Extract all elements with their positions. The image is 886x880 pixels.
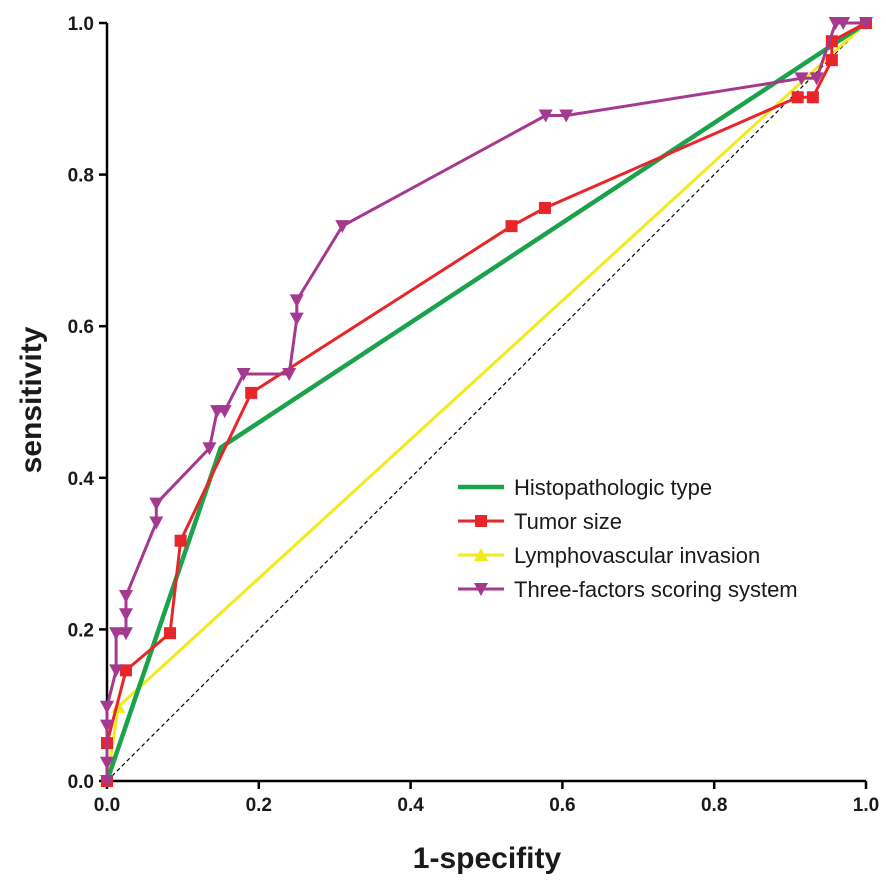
data-point-marker — [791, 91, 804, 104]
data-point-marker — [282, 367, 297, 381]
data-point-marker — [559, 109, 574, 123]
series-histopathologic-type — [104, 21, 868, 782]
y-axis-ticks: 0.0 0.2 0.4 0.6 0.8 1.0 — [68, 14, 107, 793]
x-tick-label: 0.8 — [701, 795, 727, 816]
legend-item: Histopathologic type — [458, 475, 712, 500]
legend-label: Histopathologic type — [514, 475, 712, 500]
axes: 0.0 0.2 0.4 0.6 0.8 1.0 0.0 0.2 0.4 0.6 0.8 1.0 — [68, 14, 880, 816]
y-tick-label: 1.0 — [68, 14, 94, 35]
x-axis-title: 1-specifity — [413, 842, 562, 875]
data-point-marker — [538, 201, 551, 214]
data-point-marker — [538, 109, 553, 123]
series-layer — [100, 16, 873, 788]
data-point-marker — [825, 54, 838, 67]
y-axis-title: sensitivity — [15, 326, 48, 473]
legend-swatch-marker — [475, 515, 487, 527]
data-point-marker — [174, 534, 187, 547]
data-point-marker — [859, 17, 873, 30]
data-point-marker — [505, 220, 518, 233]
data-point-marker — [109, 627, 124, 641]
data-point-marker — [245, 386, 258, 399]
x-axis-ticks: 0.0 0.2 0.4 0.6 0.8 1.0 — [94, 781, 879, 816]
data-point-marker — [289, 312, 304, 326]
x-tick-label: 0.2 — [246, 795, 272, 816]
data-point-marker — [118, 590, 133, 604]
data-point-marker — [794, 72, 809, 86]
data-point-marker — [118, 627, 133, 641]
legend-label: Lymphovascular invasion — [514, 543, 760, 568]
y-tick-label: 0.6 — [68, 317, 94, 338]
legend-label: Tumor size — [514, 509, 622, 534]
legend-swatch-marker — [474, 583, 488, 596]
series-line — [104, 21, 868, 782]
legend-item: Tumor size — [458, 509, 622, 534]
y-tick-label: 0.4 — [68, 469, 95, 490]
data-point-marker — [163, 627, 176, 640]
series-line — [105, 21, 866, 781]
x-tick-label: 1.0 — [853, 795, 879, 816]
data-point-marker — [100, 756, 114, 770]
data-point-marker — [236, 367, 251, 381]
data-point-marker — [100, 700, 114, 714]
series-three-factors-scoring-system — [100, 17, 873, 788]
legend-item: Three-factors scoring system — [458, 577, 798, 602]
y-tick-label: 0.8 — [68, 166, 94, 187]
data-point-marker — [149, 497, 164, 511]
legend: Histopathologic type Tumor size Lymphovasc… — [458, 475, 798, 602]
legend-swatch-marker — [474, 548, 488, 561]
data-point-marker — [119, 664, 132, 677]
data-point-marker — [100, 719, 114, 733]
data-point-marker — [109, 664, 124, 678]
data-point-marker — [100, 775, 114, 788]
data-point-marker — [289, 294, 304, 308]
y-tick-label: 0.0 — [68, 772, 94, 793]
data-point-marker — [806, 91, 819, 104]
y-tick-label: 0.2 — [68, 620, 94, 641]
data-point-marker — [335, 220, 350, 234]
legend-item: Lymphovascular invasion — [458, 543, 760, 568]
data-point-marker — [836, 17, 851, 30]
legend-label: Three-factors scoring system — [514, 577, 798, 602]
data-point-marker — [217, 405, 232, 419]
x-tick-label: 0.6 — [549, 795, 575, 816]
data-point-marker — [202, 442, 217, 456]
data-point-marker — [118, 608, 133, 622]
reference-diagonal-line — [106, 22, 867, 782]
x-tick-label: 0.0 — [94, 795, 120, 816]
x-tick-label: 0.4 — [397, 795, 424, 816]
data-point-marker — [149, 516, 164, 530]
data-point-marker — [809, 72, 824, 86]
